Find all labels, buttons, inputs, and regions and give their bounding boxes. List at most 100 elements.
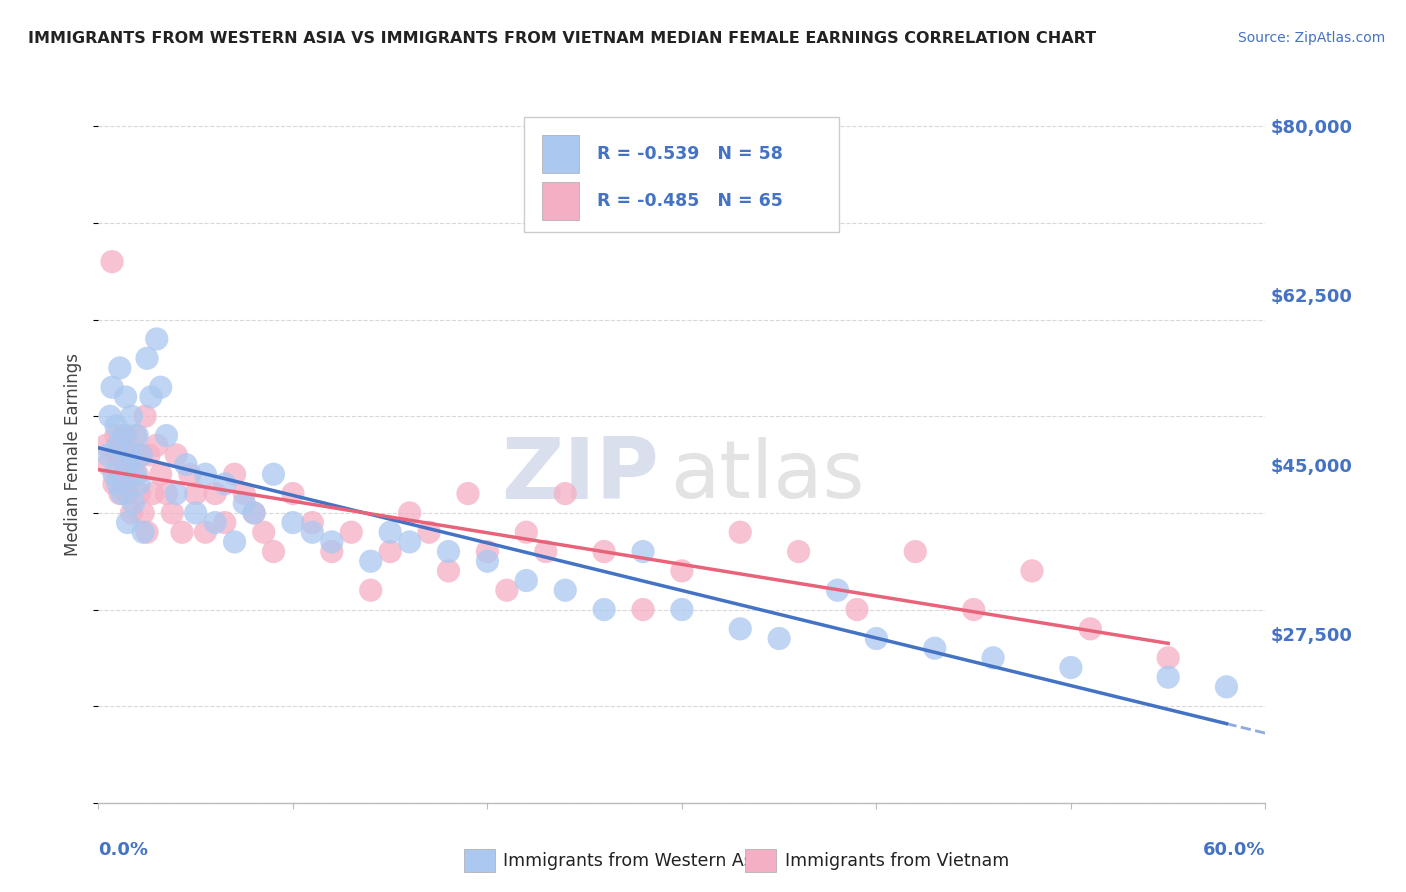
Point (214, 476, 236, 491)
Point (184, 506, 207, 520)
Point (134, 409, 156, 424)
Point (515, 525, 537, 540)
Point (904, 544, 927, 558)
Point (233, 486, 256, 500)
Point (107, 448, 129, 462)
Point (671, 564, 693, 578)
Point (398, 535, 420, 549)
Bar (541, 136, 579, 173)
Point (124, 428, 146, 442)
Point (730, 622, 752, 636)
Point (243, 506, 266, 520)
Point (142, 486, 165, 500)
Point (108, 486, 131, 500)
Point (111, 438, 134, 452)
Point (962, 602, 984, 616)
Point (107, 438, 129, 452)
Point (101, 254, 124, 268)
Point (111, 486, 134, 500)
Point (1157, 651, 1180, 665)
Point (122, 458, 145, 472)
Bar (541, 182, 579, 220)
Point (149, 467, 172, 482)
Point (127, 467, 149, 482)
Point (380, 544, 402, 558)
Point (146, 332, 169, 346)
Point (224, 535, 246, 549)
Point (730, 525, 752, 540)
Point (97, 448, 120, 462)
Point (121, 506, 143, 520)
Point (301, 516, 323, 530)
Point (1215, 680, 1237, 694)
Point (114, 390, 136, 404)
Point (281, 486, 304, 500)
Point (224, 467, 246, 482)
Point (129, 448, 152, 462)
Point (1157, 670, 1180, 684)
Point (204, 486, 226, 500)
Point (146, 438, 169, 452)
Point (398, 506, 420, 520)
Text: IMMIGRANTS FROM WESTERN ASIA VS IMMIGRANTS FROM VIETNAM MEDIAN FEMALE EARNINGS C: IMMIGRANTS FROM WESTERN ASIA VS IMMIGRAN… (28, 31, 1097, 46)
Point (321, 535, 343, 549)
Text: atlas: atlas (671, 437, 865, 515)
Point (112, 467, 135, 482)
Point (593, 602, 616, 616)
Point (865, 632, 887, 646)
Point (162, 506, 184, 520)
Point (104, 419, 127, 434)
Point (253, 525, 276, 540)
Point (104, 428, 127, 442)
Point (496, 583, 519, 598)
Point (103, 476, 125, 491)
Point (768, 632, 790, 646)
Point (418, 525, 440, 540)
Point (194, 467, 217, 482)
Point (1080, 622, 1102, 636)
Point (827, 583, 849, 598)
Point (1060, 660, 1083, 674)
Point (138, 448, 160, 462)
Text: Source: ZipAtlas.com: Source: ZipAtlas.com (1237, 31, 1385, 45)
Point (263, 467, 285, 482)
Point (117, 516, 139, 530)
Point (554, 486, 576, 500)
Point (129, 448, 152, 462)
Point (139, 390, 162, 404)
Point (112, 428, 135, 442)
Point (281, 516, 304, 530)
Point (155, 428, 177, 442)
Point (194, 525, 217, 540)
Point (515, 574, 537, 588)
Point (233, 496, 256, 510)
Text: R = -0.539   N = 58: R = -0.539 N = 58 (596, 145, 783, 163)
Point (846, 602, 869, 616)
Point (477, 554, 499, 568)
Point (117, 458, 139, 472)
Point (122, 496, 145, 510)
Point (301, 525, 323, 540)
Point (165, 486, 187, 500)
Point (534, 544, 557, 558)
Point (671, 602, 693, 616)
Point (360, 554, 382, 568)
Point (174, 458, 197, 472)
Point (97, 458, 120, 472)
Point (360, 583, 382, 598)
Point (107, 476, 129, 491)
Point (477, 544, 499, 558)
Point (149, 380, 172, 394)
Point (136, 351, 159, 366)
Point (787, 544, 810, 558)
Point (108, 361, 131, 376)
Point (214, 516, 236, 530)
Point (128, 486, 150, 500)
Point (631, 544, 654, 558)
Point (124, 467, 146, 482)
Point (114, 428, 136, 442)
Point (437, 544, 460, 558)
Text: 0.0%: 0.0% (98, 841, 149, 859)
Point (340, 525, 363, 540)
Point (457, 486, 479, 500)
